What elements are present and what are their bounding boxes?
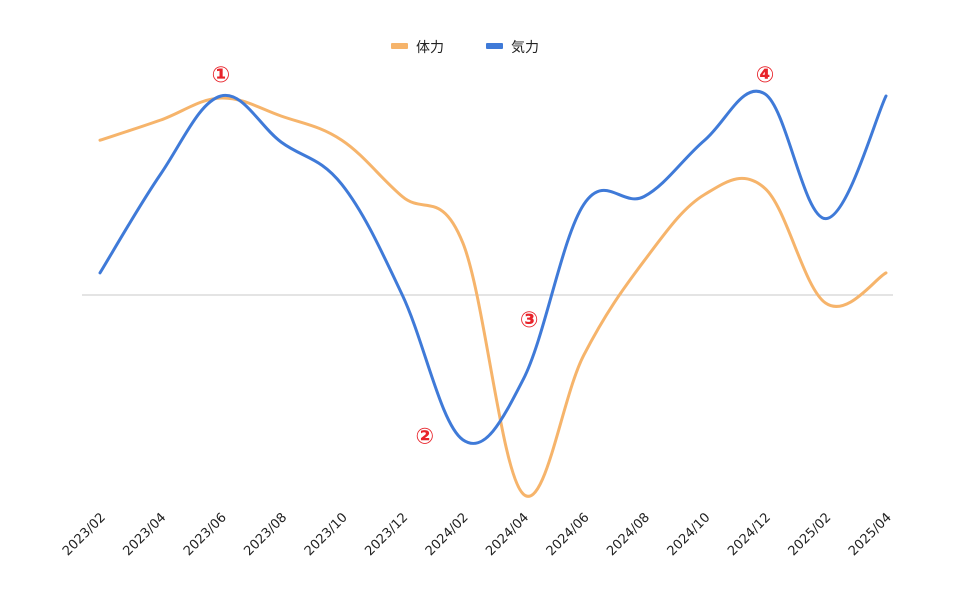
x-tick-label: 2023/12 bbox=[362, 510, 411, 559]
series-1-point-2024/04 bbox=[521, 492, 525, 496]
series-2-point-2025/02 bbox=[824, 217, 828, 221]
x-tick-label: 2024/06 bbox=[544, 510, 593, 559]
series-1-point-2024/06 bbox=[582, 353, 586, 357]
series-2-point-2025/04 bbox=[884, 94, 888, 98]
series-2-point-2023/10 bbox=[340, 182, 344, 186]
series-1-point-2023/02 bbox=[98, 138, 102, 142]
legend-swatch-series-2 bbox=[486, 43, 503, 49]
legend-label-series-2: 気力 bbox=[511, 40, 539, 56]
x-tick-label: 2025/02 bbox=[786, 510, 835, 559]
series-2-point-2023/04 bbox=[158, 172, 162, 176]
x-tick-label: 2024/12 bbox=[725, 510, 774, 559]
series-1-point-2023/12 bbox=[400, 195, 404, 199]
series-1-point-2024/12 bbox=[763, 186, 767, 190]
x-tick-label: 2024/04 bbox=[483, 510, 532, 559]
series-1-point-2023/08 bbox=[279, 114, 283, 118]
series-2-point-2024/06 bbox=[582, 203, 586, 207]
series-line-1 bbox=[98, 96, 888, 498]
series-1-point-2024/08 bbox=[642, 259, 646, 263]
series-2-point-2024/02 bbox=[461, 438, 465, 442]
annotation-marker-1: ① bbox=[212, 63, 231, 88]
series-2-point-2023/02 bbox=[98, 271, 102, 275]
x-tick-label: 2023/06 bbox=[181, 510, 230, 559]
series-1-point-2024/02 bbox=[461, 241, 465, 245]
series-2-point-2023/08 bbox=[279, 140, 283, 144]
x-tick-label: 2025/04 bbox=[846, 510, 895, 559]
series-1-point-2023/10 bbox=[340, 138, 344, 142]
x-tick-label: 2024/02 bbox=[423, 510, 472, 559]
x-tick-label: 2024/08 bbox=[604, 510, 653, 559]
legend-swatch-series-1 bbox=[391, 43, 408, 49]
series-2-point-2024/08 bbox=[642, 195, 646, 199]
series-1-point-2023/04 bbox=[158, 118, 162, 122]
legend-label-series-1: 体力 bbox=[416, 40, 444, 56]
annotation-marker-2: ② bbox=[415, 425, 434, 450]
series-1-point-2025/04 bbox=[884, 271, 888, 275]
annotation-marker-4: ④ bbox=[756, 63, 775, 88]
x-axis: 2023/02 2023/04 2023/06 2023/08 2023/10 2023/… bbox=[60, 510, 895, 559]
x-tick-label: 2023/02 bbox=[60, 510, 109, 559]
series-2-point-2024/12 bbox=[763, 92, 767, 96]
x-tick-label: 2023/08 bbox=[241, 510, 290, 559]
annotation-marker-3: ③ bbox=[520, 308, 539, 333]
series-1-point-2025/02 bbox=[824, 301, 828, 305]
series-2-point-2023/12 bbox=[400, 293, 404, 297]
x-tick-label: 2023/04 bbox=[120, 510, 169, 559]
series-2-point-2023/06 bbox=[219, 94, 223, 98]
legend: 体力 気力 bbox=[391, 40, 539, 56]
x-tick-label: 2023/10 bbox=[302, 510, 351, 559]
series-1-point-2024/10 bbox=[703, 193, 707, 197]
x-tick-label: 2024/10 bbox=[665, 510, 714, 559]
series-2-point-2024/10 bbox=[703, 138, 707, 142]
series-2-point-2024/04 bbox=[521, 377, 525, 381]
series-line-2 bbox=[98, 89, 888, 445]
annotation-layer: ① ② ③ ④ bbox=[212, 63, 775, 450]
series-layer bbox=[98, 89, 888, 498]
